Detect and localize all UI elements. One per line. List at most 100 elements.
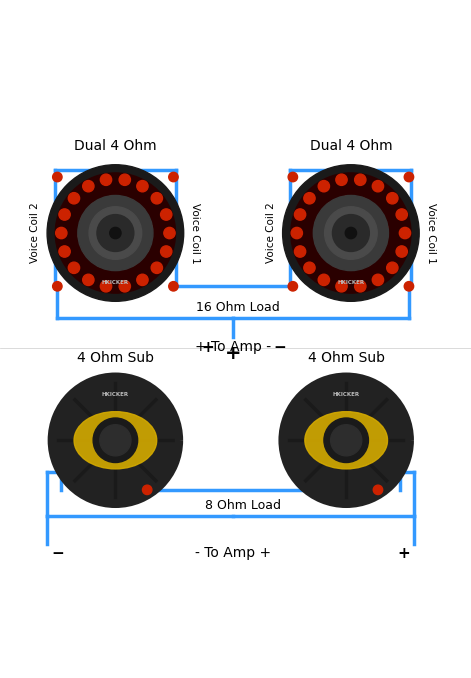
Circle shape	[374, 485, 382, 494]
Circle shape	[91, 202, 101, 212]
Circle shape	[372, 180, 383, 192]
Circle shape	[119, 174, 130, 185]
Circle shape	[83, 274, 94, 285]
Circle shape	[122, 198, 132, 207]
Circle shape	[169, 172, 178, 182]
Circle shape	[169, 281, 178, 291]
Circle shape	[288, 281, 298, 291]
Circle shape	[313, 195, 389, 271]
Text: −: −	[273, 340, 286, 355]
Circle shape	[387, 262, 398, 273]
Circle shape	[325, 207, 377, 259]
Circle shape	[378, 222, 388, 232]
Circle shape	[97, 214, 134, 252]
Circle shape	[304, 193, 315, 204]
Text: 4 Ohm Sub: 4 Ohm Sub	[77, 351, 154, 365]
Circle shape	[142, 485, 152, 494]
Circle shape	[283, 165, 419, 301]
Circle shape	[396, 246, 407, 257]
Circle shape	[137, 180, 148, 192]
Circle shape	[93, 418, 138, 462]
Circle shape	[56, 227, 67, 239]
Circle shape	[68, 262, 80, 273]
Circle shape	[59, 209, 70, 220]
Circle shape	[161, 246, 172, 257]
Circle shape	[151, 262, 162, 273]
Text: HKICKER: HKICKER	[102, 280, 129, 285]
Text: 4 Ohm Sub: 4 Ohm Sub	[308, 351, 385, 365]
Text: 16 Ohm Load: 16 Ohm Load	[196, 301, 280, 314]
Circle shape	[348, 261, 357, 270]
Text: - To Amp +: - To Amp +	[195, 546, 271, 560]
Text: Dual 4 Ohm: Dual 4 Ohm	[74, 139, 157, 153]
Circle shape	[387, 193, 398, 204]
Circle shape	[404, 281, 414, 291]
Text: Voice Coil 1: Voice Coil 1	[426, 203, 436, 263]
Circle shape	[68, 193, 80, 204]
Circle shape	[355, 174, 366, 185]
Circle shape	[137, 274, 148, 285]
Circle shape	[318, 180, 330, 192]
Circle shape	[78, 231, 88, 241]
Circle shape	[89, 207, 142, 259]
Circle shape	[283, 377, 410, 504]
Circle shape	[399, 227, 411, 239]
Circle shape	[53, 281, 62, 291]
Circle shape	[333, 214, 369, 252]
Circle shape	[78, 195, 153, 271]
Circle shape	[139, 244, 148, 254]
Circle shape	[136, 208, 145, 217]
Circle shape	[317, 215, 326, 224]
Circle shape	[327, 202, 336, 212]
Text: +: +	[225, 344, 242, 363]
Circle shape	[288, 172, 298, 182]
Circle shape	[119, 281, 130, 292]
Circle shape	[81, 215, 90, 224]
Text: Voice Coil 1: Voice Coil 1	[190, 203, 201, 263]
Circle shape	[318, 274, 330, 285]
Text: HKICKER: HKICKER	[337, 280, 365, 285]
Circle shape	[294, 209, 306, 220]
Circle shape	[304, 262, 315, 273]
Circle shape	[112, 261, 122, 270]
Circle shape	[47, 165, 184, 301]
Text: Voice Coil 2: Voice Coil 2	[266, 203, 276, 263]
Circle shape	[332, 258, 341, 266]
Circle shape	[110, 227, 121, 239]
Text: HKICKER: HKICKER	[333, 392, 360, 397]
Circle shape	[143, 222, 152, 232]
Circle shape	[106, 196, 116, 205]
Circle shape	[374, 244, 384, 254]
Circle shape	[53, 172, 62, 182]
Circle shape	[342, 196, 351, 205]
Text: Voice Coil 2: Voice Coil 2	[30, 203, 41, 263]
Circle shape	[314, 231, 323, 241]
Circle shape	[345, 227, 357, 239]
Text: HKICKER: HKICKER	[102, 392, 129, 397]
Circle shape	[404, 172, 414, 182]
Circle shape	[59, 246, 70, 257]
Circle shape	[372, 274, 383, 285]
Circle shape	[324, 418, 368, 462]
Text: +: +	[202, 340, 214, 355]
Text: Dual 4 Ohm: Dual 4 Ohm	[309, 139, 392, 153]
Circle shape	[294, 246, 306, 257]
Circle shape	[96, 258, 106, 266]
Circle shape	[291, 173, 411, 293]
Circle shape	[100, 281, 112, 292]
Circle shape	[55, 173, 176, 293]
Circle shape	[319, 247, 329, 256]
Text: −: −	[52, 546, 65, 561]
Circle shape	[151, 193, 162, 204]
Ellipse shape	[74, 412, 157, 469]
Text: +: +	[397, 546, 410, 561]
Circle shape	[83, 180, 94, 192]
Circle shape	[396, 209, 407, 220]
Circle shape	[100, 424, 131, 456]
Circle shape	[336, 174, 347, 185]
Circle shape	[355, 281, 366, 292]
Circle shape	[336, 281, 347, 292]
Text: + To Amp -: + To Amp -	[195, 340, 271, 355]
Circle shape	[161, 209, 172, 220]
Text: 8 Ohm Load: 8 Ohm Load	[204, 499, 281, 512]
